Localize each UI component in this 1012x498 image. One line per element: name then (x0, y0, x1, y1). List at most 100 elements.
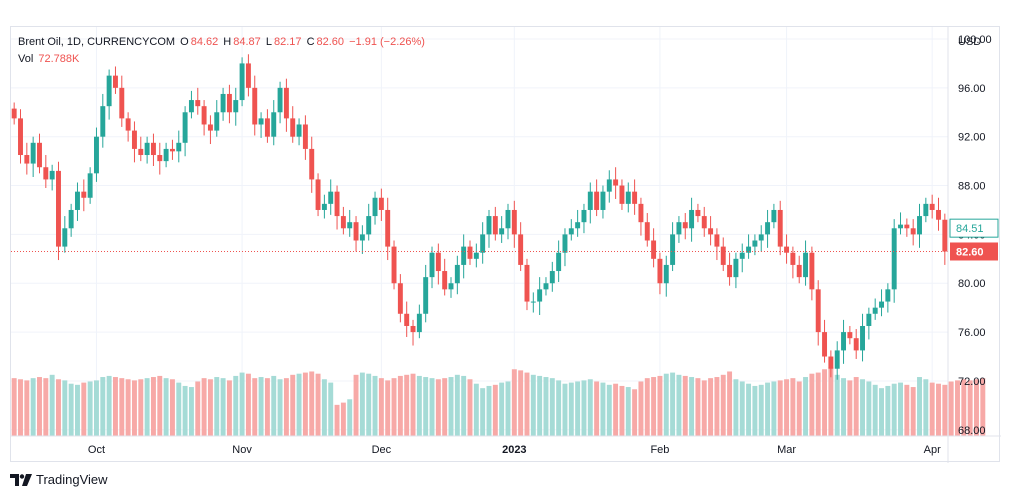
volume-bar (967, 380, 973, 436)
candle-body (347, 222, 353, 229)
symbol-label: Brent Oil, 1D, CURRENCYCOM (18, 36, 176, 48)
volume-bar (62, 380, 68, 436)
candlestick-chart[interactable]: USD100.0096.0092.0088.0084.0080.0076.007… (11, 27, 1001, 463)
prev-price-badge (949, 218, 999, 238)
volume-bar (689, 377, 695, 436)
candle-body (94, 136, 99, 174)
volume-bar (841, 378, 847, 436)
volume-bar (543, 377, 549, 436)
candle-body (676, 222, 682, 235)
volume-bar (283, 378, 289, 436)
volume-bar (201, 378, 207, 436)
volume-bar (518, 370, 524, 436)
volume-bar (904, 384, 910, 436)
time-tick-label: Dec (372, 444, 392, 456)
volume-bar (157, 375, 163, 436)
candle-body (790, 252, 796, 265)
candle-body (163, 148, 169, 162)
high-value: 84.87 (233, 36, 261, 48)
candle-body (75, 191, 80, 210)
candle-body (746, 246, 752, 253)
volume-bar (847, 380, 853, 436)
volume-bar (568, 382, 574, 436)
candle-body (765, 222, 771, 235)
volume-bar (910, 387, 916, 436)
volume-bar (176, 382, 182, 436)
candle-body (777, 209, 783, 247)
candle-body (796, 264, 802, 278)
volume-bar (480, 388, 486, 436)
volume-bar (442, 378, 448, 436)
volume-bar (809, 373, 815, 436)
candle-body (429, 252, 435, 278)
price-tick-label: 80.00 (958, 278, 986, 290)
volume-bar (701, 380, 707, 436)
candle-body (195, 100, 201, 107)
volume-bar (340, 402, 346, 436)
candle-body (366, 216, 372, 235)
time-axis: Oct Nov Dec 2023 Feb Mar Apr (88, 444, 941, 456)
price-tick-label: 88.00 (958, 181, 986, 193)
volume-bar (11, 378, 17, 436)
volume-bar (872, 384, 878, 436)
volume-bar (625, 387, 631, 436)
candle-body (442, 271, 448, 290)
candle-body (353, 222, 359, 241)
candle-body (226, 93, 232, 113)
candle-body (727, 264, 733, 278)
volume-bar (328, 382, 334, 436)
volume-bar (556, 380, 562, 436)
volume-bar (100, 377, 106, 436)
volume-value: 72.788K (38, 53, 80, 65)
volume-bar (860, 379, 865, 436)
candle-body (866, 313, 872, 326)
volume-bar (302, 372, 308, 436)
brand-name: TradingView (36, 472, 108, 487)
candle-body (543, 283, 549, 290)
candle-body (480, 234, 486, 253)
candle-body (397, 283, 403, 314)
volume-bar (410, 373, 416, 436)
volume-bar (150, 377, 156, 436)
chart-frame[interactable]: USD100.0096.0092.0088.0084.0080.0076.007… (10, 26, 1001, 463)
volume-bar (815, 372, 821, 436)
candle-body (461, 246, 467, 265)
candle-body (11, 108, 17, 119)
candle-body (144, 142, 150, 156)
candle-body (670, 234, 676, 265)
candle-body (524, 264, 530, 302)
volume-bar (353, 374, 359, 436)
volume-bar (207, 379, 213, 436)
low-label: L (265, 36, 272, 48)
volume-bar (220, 378, 226, 436)
volume-bar (834, 374, 840, 436)
candle-body (860, 325, 865, 351)
candle-body (784, 246, 790, 253)
volume-bar (758, 384, 764, 436)
candle-body (372, 197, 378, 217)
volume-bar (252, 378, 258, 436)
volume-bar (233, 375, 239, 436)
volume-bar (727, 371, 733, 436)
volume-bar (619, 385, 625, 436)
volume-bar (125, 379, 131, 436)
volume-bar (264, 378, 270, 436)
candle-body (201, 106, 207, 125)
volume-bar (562, 383, 568, 436)
volume-bar (746, 383, 752, 436)
volume-bar (511, 369, 517, 436)
volume-bar (277, 379, 283, 436)
candle-body (936, 209, 941, 220)
candle-body (872, 307, 878, 314)
volume-bar (955, 380, 960, 436)
candle-body (302, 124, 308, 149)
candle-body (758, 234, 764, 241)
volume-bar (18, 379, 23, 436)
volume-bar (385, 380, 391, 436)
volume-bar (974, 379, 979, 436)
volume-bar (290, 374, 296, 436)
volume-bar (366, 373, 372, 436)
tradingview-brand[interactable]: TradingView (10, 472, 108, 487)
volume-bar (87, 381, 93, 436)
candle-body (157, 155, 163, 162)
